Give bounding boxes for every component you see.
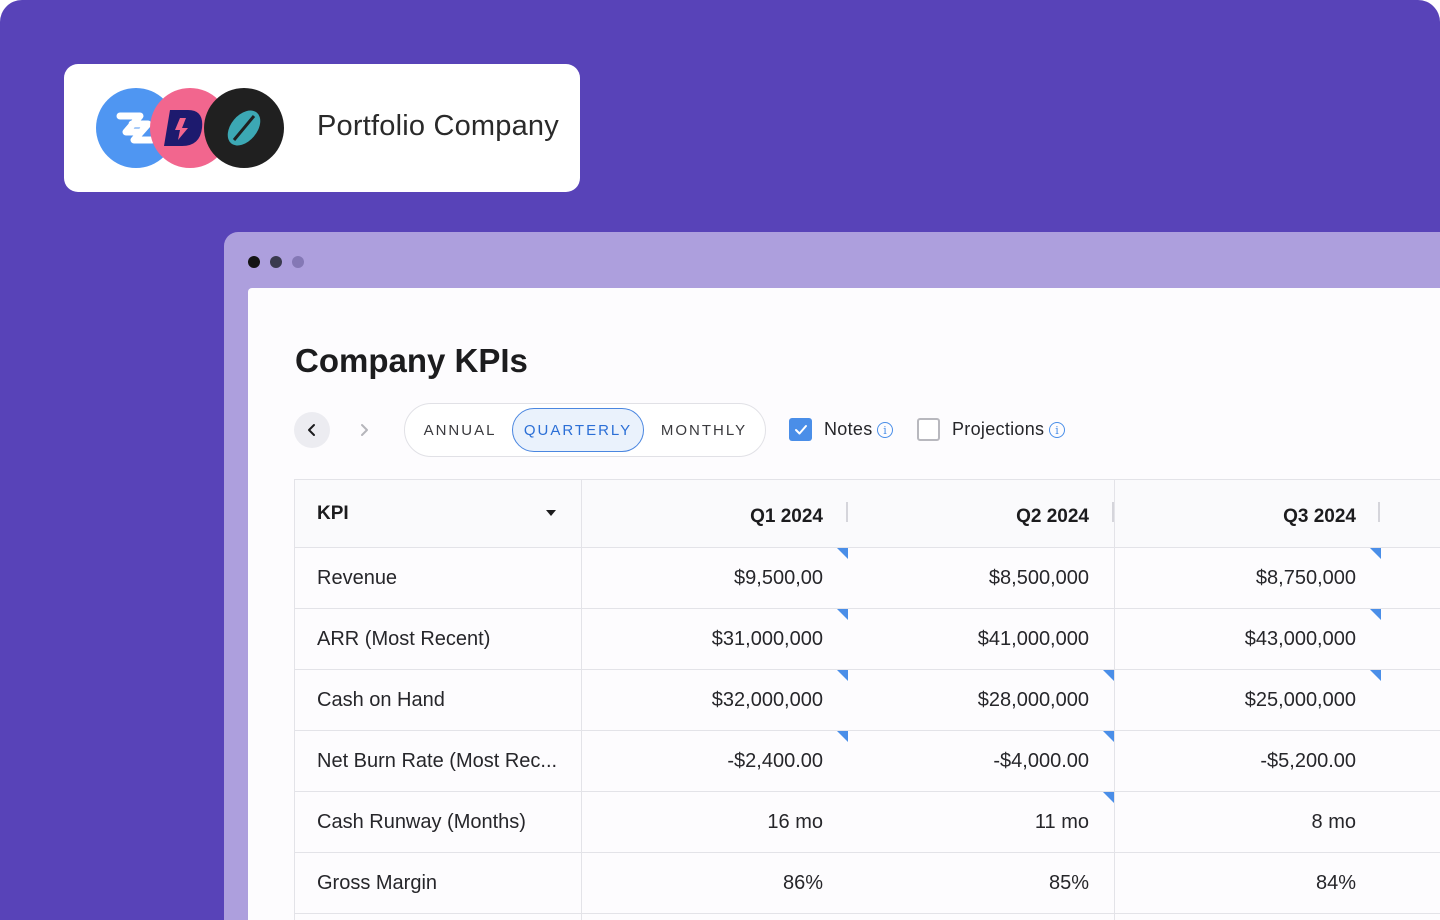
note-indicator[interactable] — [1370, 609, 1381, 620]
period-quarterly-button[interactable]: QUARTERLY — [512, 408, 644, 452]
chevron-right-icon — [361, 424, 368, 436]
note-indicator[interactable] — [837, 731, 848, 742]
kpi-name-cell — [295, 914, 582, 920]
notes-checkbox[interactable] — [789, 418, 812, 441]
kpi-name-cell: Revenue — [295, 548, 582, 608]
value-cell[interactable]: $8,500,000 — [848, 548, 1115, 608]
kpi-column-header[interactable]: KPI — [295, 480, 582, 547]
company-logo-dark — [204, 88, 284, 168]
column-header-q1: Q1 2024 — [750, 505, 823, 527]
value-cell[interactable]: 85% — [848, 853, 1115, 913]
portfolio-title: Portfolio Company — [317, 110, 559, 142]
next-period-button[interactable] — [346, 412, 382, 448]
table-row[interactable]: Gross Margin 86% 85% 84% — [295, 853, 1440, 914]
checkmark-icon — [794, 424, 807, 434]
table-row[interactable] — [295, 914, 1440, 920]
kpi-name-cell: Cash Runway (Months) — [295, 792, 582, 852]
value-cell[interactable]: -$5,200.00 — [1260, 749, 1356, 772]
value-cell[interactable]: $25,000,000 — [1244, 688, 1356, 711]
value-cell[interactable]: 86% — [782, 871, 823, 894]
value-cell[interactable]: $43,000,000 — [1244, 627, 1356, 650]
window-maximize-dot[interactable] — [292, 256, 304, 268]
value-cell[interactable] — [848, 914, 1115, 920]
window-close-dot[interactable] — [248, 256, 260, 268]
kpi-panel: Company KPIs ANNUAL QUARTERLY MONTHLY No… — [248, 288, 1440, 920]
value-cell[interactable]: -$4,000.00 — [848, 731, 1115, 791]
page-title: Company KPIs — [295, 342, 528, 379]
previous-period-button[interactable] — [294, 412, 330, 448]
kpi-name-cell: Gross Margin — [295, 853, 582, 913]
value-cell[interactable]: 11 mo — [848, 792, 1115, 852]
kpi-name-cell: Cash on Hand — [295, 670, 582, 730]
value-cell[interactable]: $31,000,000 — [711, 627, 823, 650]
note-indicator[interactable] — [1103, 731, 1114, 742]
note-indicator[interactable] — [837, 670, 848, 681]
table-row[interactable]: Cash Runway (Months) 16 mo 11 mo 8 mo — [295, 792, 1440, 853]
company-logos — [96, 88, 296, 168]
table-row[interactable]: Net Burn Rate (Most Rec... -$2,400.00 -$… — [295, 731, 1440, 792]
note-indicator[interactable] — [1103, 792, 1114, 803]
value-cell[interactable]: $8,750,000 — [1255, 566, 1356, 589]
column-header-q2: Q2 2024 — [848, 480, 1115, 547]
value-cell[interactable]: 16 mo — [767, 810, 823, 833]
value-cell[interactable]: $41,000,000 — [848, 609, 1115, 669]
period-toggle: ANNUAL QUARTERLY MONTHLY — [404, 403, 766, 457]
value-cell[interactable]: 84% — [1315, 871, 1356, 894]
notes-label[interactable]: Notes — [824, 419, 873, 439]
value-cell[interactable]: $32,000,000 — [711, 688, 823, 711]
note-indicator[interactable] — [1370, 548, 1381, 559]
column-resize-handle[interactable] — [846, 502, 848, 522]
table-row[interactable]: ARR (Most Recent) $31,000,000 $41,000,00… — [295, 609, 1440, 670]
value-cell[interactable]: 8 mo — [1311, 810, 1356, 833]
portfolio-card: Portfolio Company — [64, 64, 580, 192]
note-indicator[interactable] — [837, 548, 848, 559]
value-cell[interactable]: $28,000,000 — [848, 670, 1115, 730]
value-cell[interactable]: $9,500,00 — [734, 566, 823, 589]
window-controls — [248, 256, 304, 268]
table-row[interactable]: Revenue $9,500,00 $8,500,000 $8,750,000 — [295, 548, 1440, 609]
kpi-name-cell: ARR (Most Recent) — [295, 609, 582, 669]
chevron-left-icon — [308, 424, 315, 436]
projections-label[interactable]: Projections — [952, 419, 1045, 439]
note-indicator[interactable] — [1370, 670, 1381, 681]
column-resize-handle[interactable] — [1112, 502, 1114, 522]
period-annual-button[interactable]: ANNUAL — [423, 421, 497, 439]
kpi-header-label: KPI — [317, 502, 349, 524]
projections-checkbox[interactable] — [917, 418, 940, 441]
kpi-name-cell: Net Burn Rate (Most Rec... — [295, 731, 582, 791]
window-minimize-dot[interactable] — [270, 256, 282, 268]
column-header-q3: Q3 2024 — [1283, 505, 1356, 527]
note-indicator[interactable] — [837, 609, 848, 620]
table-header-row: KPI Q1 2024 Q2 2024 Q3 2024 — [295, 480, 1440, 548]
note-indicator[interactable] — [1103, 670, 1114, 681]
notes-info-icon[interactable]: i — [877, 422, 893, 438]
caret-down-icon[interactable] — [546, 510, 556, 516]
kpi-table: KPI Q1 2024 Q2 2024 Q3 2024 Revenue $9,5… — [294, 479, 1440, 920]
period-monthly-button[interactable]: MONTHLY — [660, 421, 748, 439]
projections-info-icon[interactable]: i — [1049, 422, 1065, 438]
column-resize-handle[interactable] — [1378, 502, 1380, 522]
value-cell[interactable]: -$2,400.00 — [727, 749, 823, 772]
table-row[interactable]: Cash on Hand $32,000,000 $28,000,000 $25… — [295, 670, 1440, 731]
